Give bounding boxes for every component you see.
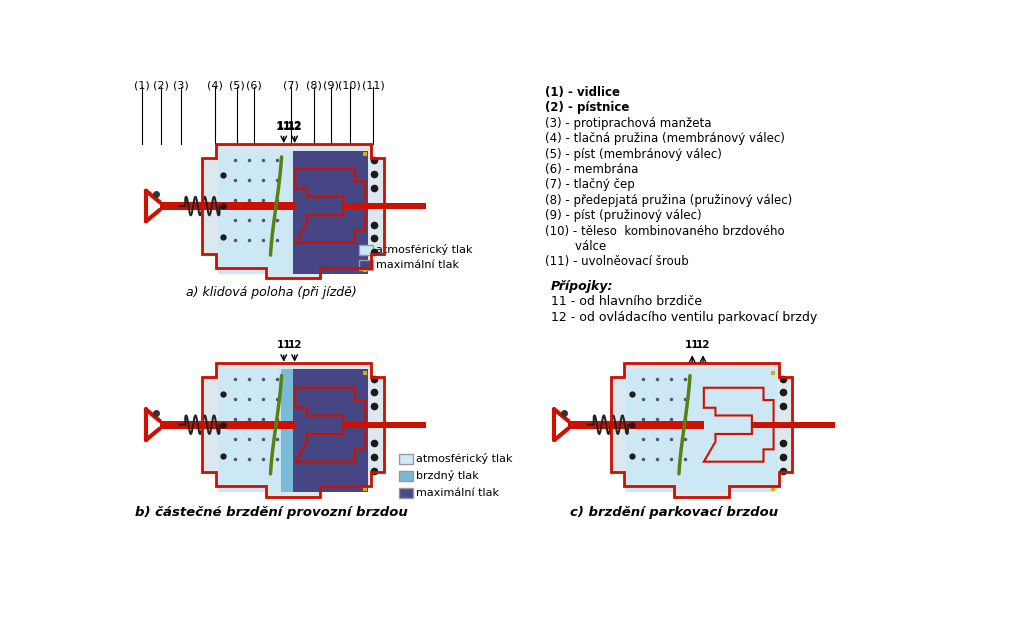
Polygon shape [295,388,366,462]
Text: a) klidová poloha (při jízdě): a) klidová poloha (při jízdě) [186,286,356,299]
Text: 11: 11 [276,340,291,350]
Text: (4): (4) [207,81,223,91]
Text: 12 - od ovládacího ventilu parkovací brzdy: 12 - od ovládacího ventilu parkovací brz… [551,311,817,324]
Text: maximální tlak: maximální tlak [417,488,500,498]
Bar [399,454,414,464]
Text: atmosférický tlak: atmosférický tlak [376,244,472,255]
Text: (9) - píst (pružinový válec): (9) - píst (pružinový válec) [545,209,701,222]
Text: (1): (1) [134,81,150,91]
Text: (4) - tlačná pružina (membránový válec): (4) - tlačná pružina (membránový válec) [545,132,784,145]
Bar [362,371,367,374]
Text: atmosférický tlak: atmosférický tlak [417,454,513,465]
Bar [399,471,414,481]
Polygon shape [282,369,293,493]
Text: (5) - píst (membránový válec): (5) - píst (membránový válec) [545,148,722,160]
Text: 12: 12 [288,121,302,132]
Polygon shape [627,369,701,493]
Polygon shape [160,202,295,210]
Text: (11) - uvolněovací šroub: (11) - uvolněovací šroub [545,256,689,268]
Bar [359,245,373,254]
Bar [362,268,367,272]
Polygon shape [295,169,366,243]
Bar [362,487,367,491]
Text: (5): (5) [228,81,245,91]
Polygon shape [293,369,369,493]
Text: 12: 12 [288,340,302,350]
Bar [771,487,775,491]
Polygon shape [203,363,384,497]
Text: (7) - tlačný čep: (7) - tlačný čep [545,178,635,191]
Polygon shape [701,369,776,493]
Polygon shape [703,388,773,462]
Polygon shape [293,151,369,273]
Text: (9): (9) [324,81,339,91]
Text: (3): (3) [173,81,188,91]
Polygon shape [611,363,793,497]
Text: (3) - protiprachová manžeta: (3) - protiprachová manžeta [545,117,712,130]
Bar [399,488,414,498]
Text: (8): (8) [306,81,322,91]
Text: (10): (10) [338,81,361,91]
Text: (2): (2) [153,81,169,91]
Text: (7): (7) [283,81,299,91]
Polygon shape [568,421,703,429]
Text: brzdný tlak: brzdný tlak [417,470,479,481]
Text: (2) - pístnice: (2) - pístnice [545,102,630,114]
Text: 12: 12 [287,122,302,132]
Text: c) brzdění parkovací brzdou: c) brzdění parkovací brzdou [570,505,778,519]
Text: válce: válce [545,240,606,253]
Bar [359,260,373,270]
Text: (11): (11) [361,81,384,91]
Text: 11: 11 [685,340,699,350]
Polygon shape [343,203,426,209]
Text: (6): (6) [246,81,261,91]
Text: 11: 11 [276,121,291,132]
Text: (10) - těleso  kombinovaného brzdového: (10) - těleso kombinovaného brzdového [545,224,784,238]
Text: Přípojky:: Přípojky: [551,280,613,293]
Text: 11: 11 [275,122,291,132]
Polygon shape [752,422,835,427]
Polygon shape [343,422,426,427]
Polygon shape [218,369,293,493]
Polygon shape [203,144,384,279]
Text: (1) - vidlice: (1) - vidlice [545,86,620,99]
Text: 12: 12 [695,340,711,350]
Text: 11 - od hlavního brzdiče: 11 - od hlavního brzdiče [551,295,702,309]
Text: (8) - předepjatá pružina (pružinový válec): (8) - předepjatá pružina (pružinový vále… [545,194,793,207]
Polygon shape [160,421,295,429]
Bar [362,152,367,156]
Text: (6) - membrána: (6) - membrána [545,163,638,176]
Text: maximální tlak: maximální tlak [376,260,459,270]
Bar [771,371,775,374]
Polygon shape [218,151,293,273]
Text: b) částečné brzdění provozní brzdou: b) částečné brzdění provozní brzdou [135,505,408,519]
